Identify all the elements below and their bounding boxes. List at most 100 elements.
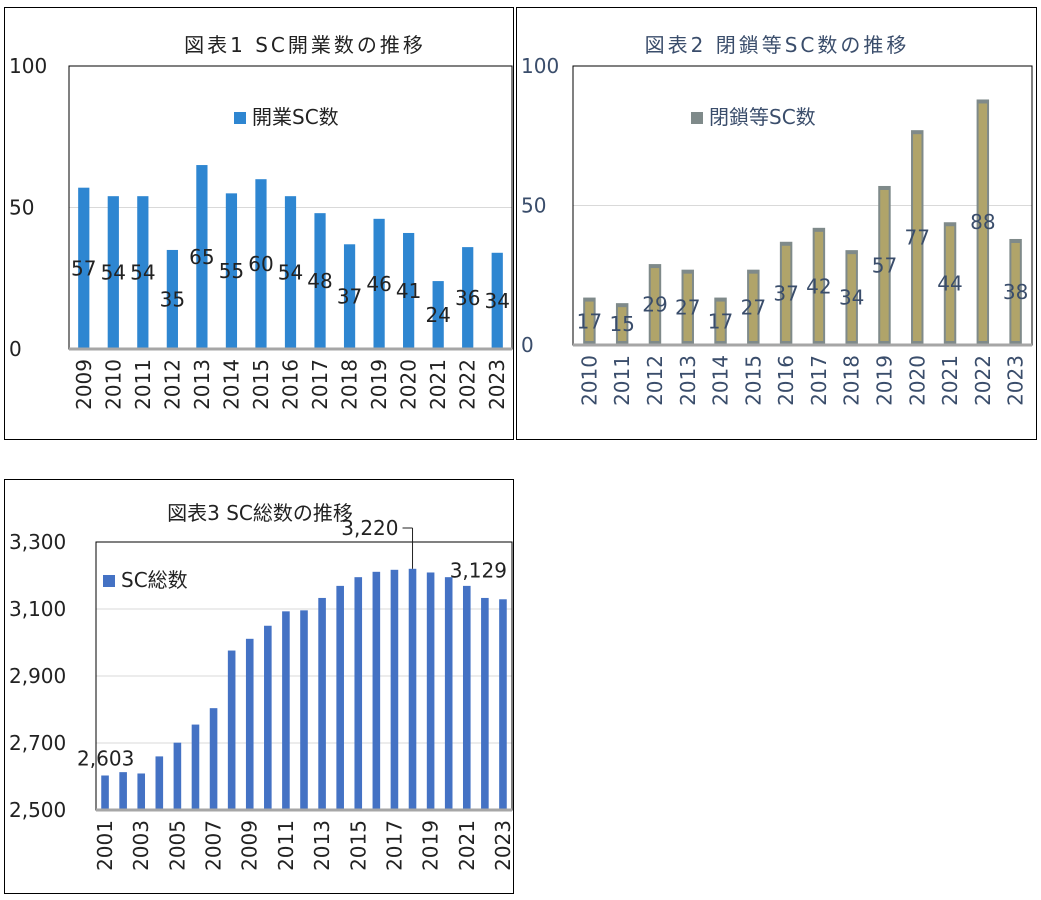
data-label: 88 xyxy=(970,210,995,234)
x-tick-label: 2016 xyxy=(279,359,303,410)
data-label: 27 xyxy=(675,295,700,319)
bar-fill xyxy=(880,189,889,341)
x-tick-label: 2019 xyxy=(419,820,443,871)
x-tick-label: 2015 xyxy=(741,355,765,406)
data-label: 57 xyxy=(71,256,96,280)
y-tick-label: 50 xyxy=(9,196,34,220)
bar xyxy=(137,773,146,810)
x-tick-label: 2020 xyxy=(905,355,929,406)
x-tick-label: 2007 xyxy=(202,820,226,871)
bar xyxy=(173,742,182,810)
annotation-label: 3,220 xyxy=(341,516,398,540)
data-label: 60 xyxy=(248,252,273,276)
x-tick-label: 2019 xyxy=(872,355,896,406)
data-label: 54 xyxy=(130,261,155,285)
data-label: 37 xyxy=(773,281,798,305)
bar xyxy=(300,610,308,810)
legend-swatch xyxy=(103,575,115,587)
legend-swatch xyxy=(234,112,246,124)
data-label: 35 xyxy=(160,287,185,311)
x-tick-label: 2001 xyxy=(93,820,117,871)
x-tick-label: 2015 xyxy=(249,359,273,410)
bar xyxy=(426,572,435,810)
chart-opened-sc: 図表1 SC開業数の推移 0 50 100 57 54 54 35 65 55 60 54 48 37 46… xyxy=(4,7,514,440)
y-tick-label: 0 xyxy=(521,333,534,357)
chart-title: 図表1 SC開業数の推移 xyxy=(184,33,426,57)
bar xyxy=(245,638,254,810)
x-tick-label: 2023 xyxy=(1004,355,1028,406)
bar-fill xyxy=(716,301,725,341)
data-label: 29 xyxy=(642,293,667,317)
y-tick-label: 2,700 xyxy=(9,731,66,755)
x-tick-label: 2017 xyxy=(308,359,332,410)
x-tick-label: 2010 xyxy=(577,355,601,406)
bar xyxy=(491,252,503,349)
legend-swatch xyxy=(691,112,703,124)
legend-label: SC総数 xyxy=(121,568,188,592)
data-label: 17 xyxy=(577,309,602,333)
bar xyxy=(255,179,267,349)
bar xyxy=(499,599,507,810)
bar xyxy=(107,196,119,349)
x-tick-label: 2022 xyxy=(971,355,995,406)
bar xyxy=(155,756,164,810)
x-tick-label: 2016 xyxy=(774,355,798,406)
x-tick-label: 2021 xyxy=(455,820,479,871)
x-tick-label: 2012 xyxy=(643,355,667,406)
chart-title: 図表3 SC総数の推移 xyxy=(167,501,353,525)
data-label: 55 xyxy=(219,259,244,283)
annotation-label: 2,603 xyxy=(77,746,134,770)
x-tick-label: 2013 xyxy=(676,355,700,406)
x-tick-label: 2019 xyxy=(367,359,391,410)
bar xyxy=(336,585,344,810)
bar xyxy=(372,571,381,810)
bar xyxy=(284,196,297,349)
bar xyxy=(432,281,444,349)
data-label: 15 xyxy=(609,312,634,336)
bar xyxy=(462,247,474,349)
data-label: 48 xyxy=(307,269,332,293)
legend-label: 開業SC数 xyxy=(252,105,339,129)
data-label: 54 xyxy=(278,261,303,285)
bar xyxy=(191,724,200,810)
bar xyxy=(481,597,489,810)
bar xyxy=(462,585,471,810)
x-tick-label: 2011 xyxy=(274,820,298,871)
x-tick-label: 2023 xyxy=(485,359,509,410)
bar xyxy=(444,577,453,810)
bar xyxy=(137,196,149,349)
data-label: 36 xyxy=(455,286,480,310)
data-label: 17 xyxy=(708,309,733,333)
bar xyxy=(227,650,236,810)
chart-closed-sc: 図表2 閉鎖等SC数の推移 0 50 100 17 15 29 27 17 27 37 42 34 57 7… xyxy=(516,7,1037,440)
data-label: 37 xyxy=(337,285,362,309)
bar xyxy=(78,187,90,349)
bar-fill xyxy=(683,273,692,341)
y-tick-label: 2,500 xyxy=(9,798,66,822)
chart-title: 図表2 閉鎖等SC数の推移 xyxy=(645,33,910,57)
x-tick-label: 2023 xyxy=(491,820,515,871)
bar xyxy=(225,193,238,349)
data-label: 34 xyxy=(839,286,864,310)
data-label: 42 xyxy=(806,274,831,298)
bar xyxy=(318,597,326,810)
annotation-label: 3,129 xyxy=(450,558,507,582)
y-tick-label: 3,100 xyxy=(9,597,66,621)
bar-fill xyxy=(814,231,824,341)
bar-fill xyxy=(847,254,856,341)
data-label: 38 xyxy=(1003,280,1028,304)
y-tick-label: 100 xyxy=(521,54,559,78)
y-tick-label: 50 xyxy=(521,194,546,218)
data-label: 54 xyxy=(101,261,126,285)
y-tick-label: 2,900 xyxy=(9,664,66,688)
bar xyxy=(196,165,208,349)
x-tick-label: 2013 xyxy=(190,359,214,410)
bar xyxy=(390,569,399,810)
x-tick-label: 2020 xyxy=(397,359,421,410)
x-tick-label: 2017 xyxy=(807,355,831,406)
bar-fill xyxy=(945,226,955,341)
data-label: 57 xyxy=(872,253,897,277)
bar xyxy=(408,568,417,810)
bar xyxy=(373,218,385,349)
data-label: 41 xyxy=(396,279,421,303)
